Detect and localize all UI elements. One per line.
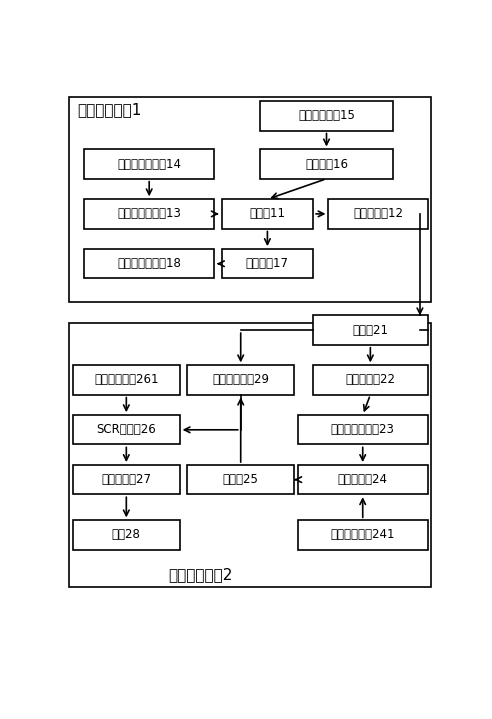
- Text: 碱液喷淋装置241: 碱液喷淋装置241: [331, 528, 395, 541]
- Text: 尾气处理系统2: 尾气处理系统2: [168, 567, 233, 582]
- Text: 喷淋洗涤塔24: 喷淋洗涤塔24: [338, 473, 388, 486]
- Text: 熔融炉11: 熔融炉11: [249, 207, 285, 221]
- Bar: [73, 465, 180, 494]
- Bar: [260, 150, 393, 179]
- Text: 布袋除尘器22: 布袋除尘器22: [345, 373, 396, 387]
- Bar: [187, 465, 294, 494]
- Text: 活性炭吸附装置23: 活性炭吸附装置23: [331, 423, 395, 436]
- Text: 固体化养护装置18: 固体化养护装置18: [117, 257, 181, 270]
- Text: 发生器辅助系统14: 发生器辅助系统14: [117, 157, 181, 170]
- Bar: [298, 521, 428, 549]
- Bar: [73, 415, 180, 444]
- Bar: [73, 365, 180, 395]
- Bar: [298, 415, 428, 444]
- Text: 等离子体发生器13: 等离子体发生器13: [117, 207, 181, 221]
- Text: 烟囱28: 烟囱28: [112, 528, 141, 541]
- Bar: [329, 199, 428, 229]
- Bar: [260, 101, 393, 131]
- Bar: [298, 465, 428, 494]
- Text: 除酸塔21: 除酸塔21: [352, 324, 388, 336]
- Bar: [69, 323, 431, 587]
- Bar: [85, 150, 214, 179]
- Text: 接渣装置17: 接渣装置17: [246, 257, 289, 270]
- Bar: [85, 249, 214, 278]
- Text: 加热器25: 加热器25: [223, 473, 259, 486]
- Text: 粉碎装置16: 粉碎装置16: [305, 157, 348, 170]
- Text: 氨水喷射装置261: 氨水喷射装置261: [94, 373, 158, 387]
- Text: 高效过滤器27: 高效过滤器27: [101, 473, 152, 486]
- Text: 二次燃烧室12: 二次燃烧室12: [353, 207, 403, 221]
- Bar: [187, 365, 294, 395]
- Bar: [73, 521, 180, 549]
- Bar: [221, 199, 313, 229]
- Text: 分拣配料装置15: 分拣配料装置15: [298, 109, 355, 122]
- Bar: [85, 199, 214, 229]
- Bar: [313, 316, 428, 345]
- Text: 蒸发处理装置29: 蒸发处理装置29: [212, 373, 269, 387]
- Bar: [221, 249, 313, 278]
- Text: SCR反应器26: SCR反应器26: [96, 423, 156, 436]
- Text: 熔融燃烧系统1: 熔融燃烧系统1: [77, 102, 141, 117]
- Bar: [313, 365, 428, 395]
- Bar: [69, 97, 431, 302]
